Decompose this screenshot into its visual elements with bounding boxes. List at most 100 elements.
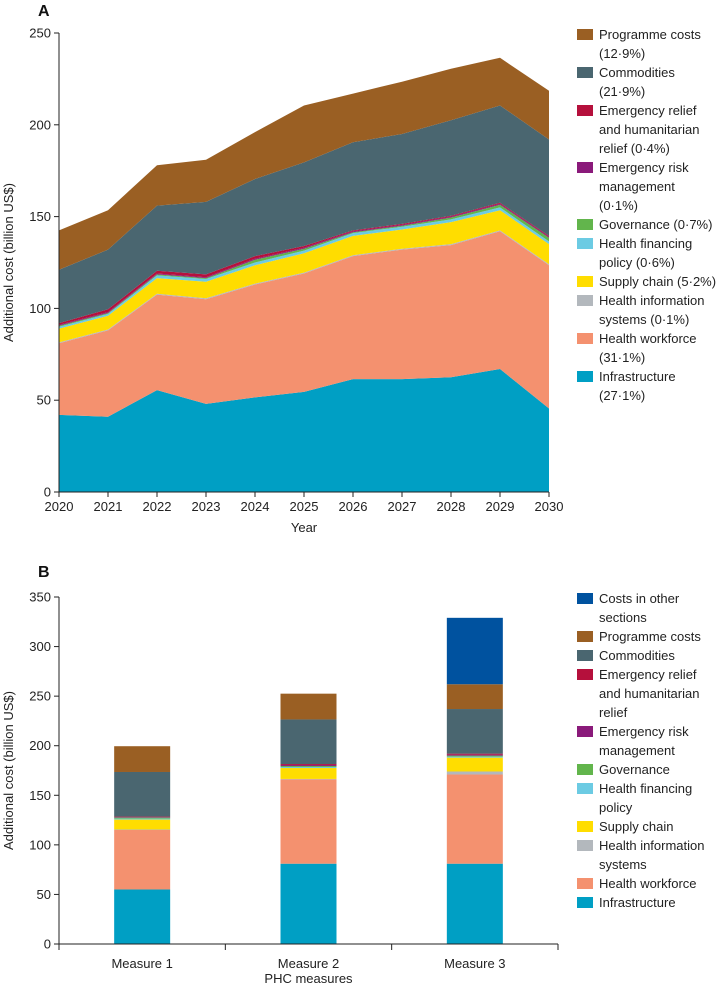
legend-label-emergency-relief-and-humanitarian-relief: Emergency relief xyxy=(599,667,697,682)
legend-label-emergency-risk-management: Emergency risk xyxy=(599,160,689,175)
legend-swatch-commodities xyxy=(577,650,593,661)
legend-label-health-financing-policy: policy xyxy=(599,800,633,815)
legend-swatch-infrastructure xyxy=(577,371,593,382)
legend-label-health-financing-policy: policy (0·6%) xyxy=(599,255,675,270)
legend-label-emergency-relief-and-humanitarian-relief: relief (0·4%) xyxy=(599,141,670,156)
legend-label-governance: Governance xyxy=(599,762,670,777)
y-tick-label-b: 150 xyxy=(29,788,51,803)
panel-a: A 0 50 100 150 200 250 2020 2021 2022 2023 2024 2025… xyxy=(1,3,716,535)
x-axis-title-a: Year xyxy=(291,520,318,535)
legend-swatch-supply-chain xyxy=(577,821,593,832)
x-tick-label-a: 2024 xyxy=(241,499,270,514)
legend-label-emergency-risk-management: management xyxy=(599,179,675,194)
x-tick-label-a: 2030 xyxy=(535,499,564,514)
legend-swatch-infrastructure xyxy=(577,897,593,908)
legend-swatch-emergency-risk-management xyxy=(577,162,593,173)
x-tick-label-a: 2025 xyxy=(290,499,319,514)
x-tick-label-a: 2028 xyxy=(437,499,466,514)
bar-measure-1-health-workforce xyxy=(114,829,171,890)
legend-label-health-financing-policy: Health financing xyxy=(599,236,692,251)
legend-label-emergency-risk-management: (0·1%) xyxy=(599,198,638,213)
bar-measure-3-health-financing-policy xyxy=(446,756,503,758)
legend-label-infrastructure: (27·1%) xyxy=(599,388,645,403)
bar-measure-3-emergency-relief-and-humanitarian-relief xyxy=(446,753,503,755)
x-tick-label-a: 2022 xyxy=(143,499,172,514)
x-tick-label-b: Measure 3 xyxy=(444,956,505,971)
bar-measure-2-health-financing-policy xyxy=(280,767,337,769)
legend-swatch-emergency-relief-and-humanitarian-relief xyxy=(577,669,593,680)
bar-measure-2-emergency-relief-and-humanitarian-relief xyxy=(280,764,337,766)
legend-label-health-information-systems: systems (0·1%) xyxy=(599,312,689,327)
bar-measure-3-costs-in-other-sections xyxy=(446,617,503,685)
legend-label-health-workforce: (31·1%) xyxy=(599,350,645,365)
legend-label-infrastructure: Infrastructure xyxy=(599,369,676,384)
bar-measure-2-supply-chain xyxy=(280,768,337,779)
y-tick-label-a: 100 xyxy=(29,301,51,316)
legend-swatch-health-workforce xyxy=(577,878,593,889)
bar-measure-2-infrastructure xyxy=(280,863,337,944)
bar-measure-1-programme-costs xyxy=(114,746,171,772)
legend-swatch-health-information-systems xyxy=(577,295,593,306)
bar-measure-2-governance xyxy=(280,766,337,768)
bar-measure-1-health-financing-policy xyxy=(114,818,171,820)
legend-label-emergency-risk-management: Emergency risk xyxy=(599,724,689,739)
legend-label-emergency-relief-and-humanitarian-relief: relief xyxy=(599,705,628,720)
legend-swatch-health-workforce xyxy=(577,333,593,344)
legend-label-health-workforce: Health workforce xyxy=(599,876,697,891)
legend-label-health-financing-policy: Health financing xyxy=(599,781,692,796)
legend-label-supply-chain: Supply chain (5·2%) xyxy=(599,274,716,289)
panel-letter-a: A xyxy=(38,3,50,20)
legend-swatch-governance xyxy=(577,764,593,775)
legend-b: Costs in other sections Programme costs Com… xyxy=(577,591,705,910)
area-programme-costs xyxy=(59,57,549,270)
area-commodities xyxy=(59,105,549,324)
x-tick-label-a: 2023 xyxy=(192,499,221,514)
legend-label-programme-costs: Programme costs xyxy=(599,629,701,644)
x-tick-label-a: 2027 xyxy=(388,499,417,514)
legend-label-health-workforce: Health workforce xyxy=(599,331,697,346)
bar-measure-3-emergency-risk-management xyxy=(446,754,503,756)
y-tick-label-b: 0 xyxy=(44,937,51,952)
y-tick-label-b: 200 xyxy=(29,738,51,753)
legend-swatch-health-financing-policy xyxy=(577,238,593,249)
legend-label-emergency-relief-and-humanitarian-relief: Emergency relief xyxy=(599,103,697,118)
legend-label-health-information-systems: Health information xyxy=(599,293,705,308)
bar-measure-2-commodities xyxy=(280,719,337,765)
bar-measure-1-governance xyxy=(114,817,171,819)
legend-label-emergency-risk-management: management xyxy=(599,743,675,758)
y-tick-label-b: 300 xyxy=(29,639,51,654)
bar-measure-3-governance xyxy=(446,755,503,757)
y-axis-title-a: Additional cost (billion US$) xyxy=(1,183,16,342)
legend-swatch-emergency-risk-management xyxy=(577,726,593,737)
legend-label-health-information-systems: Health information xyxy=(599,838,705,853)
bar-measure-1-infrastructure xyxy=(114,889,171,944)
y-tick-label-a: 250 xyxy=(29,26,51,41)
y-tick-label-a: 0 xyxy=(44,485,51,500)
legend-label-commodities: Commodities xyxy=(599,65,675,80)
bar-measure-3-health-information-systems xyxy=(446,771,503,775)
legend-label-commodities: (21·9%) xyxy=(599,84,645,99)
legend-label-emergency-relief-and-humanitarian-relief: and humanitarian xyxy=(599,686,699,701)
legend-swatch-health-information-systems xyxy=(577,840,593,851)
bar-measure-3-supply-chain xyxy=(446,757,503,772)
x-tick-label-b: Measure 1 xyxy=(111,956,172,971)
x-axis-title-b: PHC measures xyxy=(264,971,353,986)
legend-label-emergency-relief-and-humanitarian-relief: and humanitarian xyxy=(599,122,699,137)
legend-swatch-programme-costs xyxy=(577,29,593,40)
y-tick-label-b: 250 xyxy=(29,689,51,704)
legend-label-supply-chain: Supply chain xyxy=(599,819,673,834)
x-tick-label-b: Measure 2 xyxy=(278,956,339,971)
legend-label-governance: Governance (0·7%) xyxy=(599,217,712,232)
y-tick-label-b: 100 xyxy=(29,837,51,852)
legend-swatch-supply-chain xyxy=(577,276,593,287)
y-tick-label-a: 150 xyxy=(29,209,51,224)
panel-letter-b: B xyxy=(38,564,50,581)
legend-swatch-governance xyxy=(577,219,593,230)
y-axis-title-b: Additional cost (billion US$) xyxy=(1,691,16,850)
y-tick-label-a: 50 xyxy=(37,393,51,408)
area-infrastructure xyxy=(59,369,549,492)
bar-measure-2-emergency-risk-management xyxy=(280,765,337,767)
bar-measure-2-health-workforce xyxy=(280,779,337,864)
y-tick-label-b: 350 xyxy=(29,590,51,605)
